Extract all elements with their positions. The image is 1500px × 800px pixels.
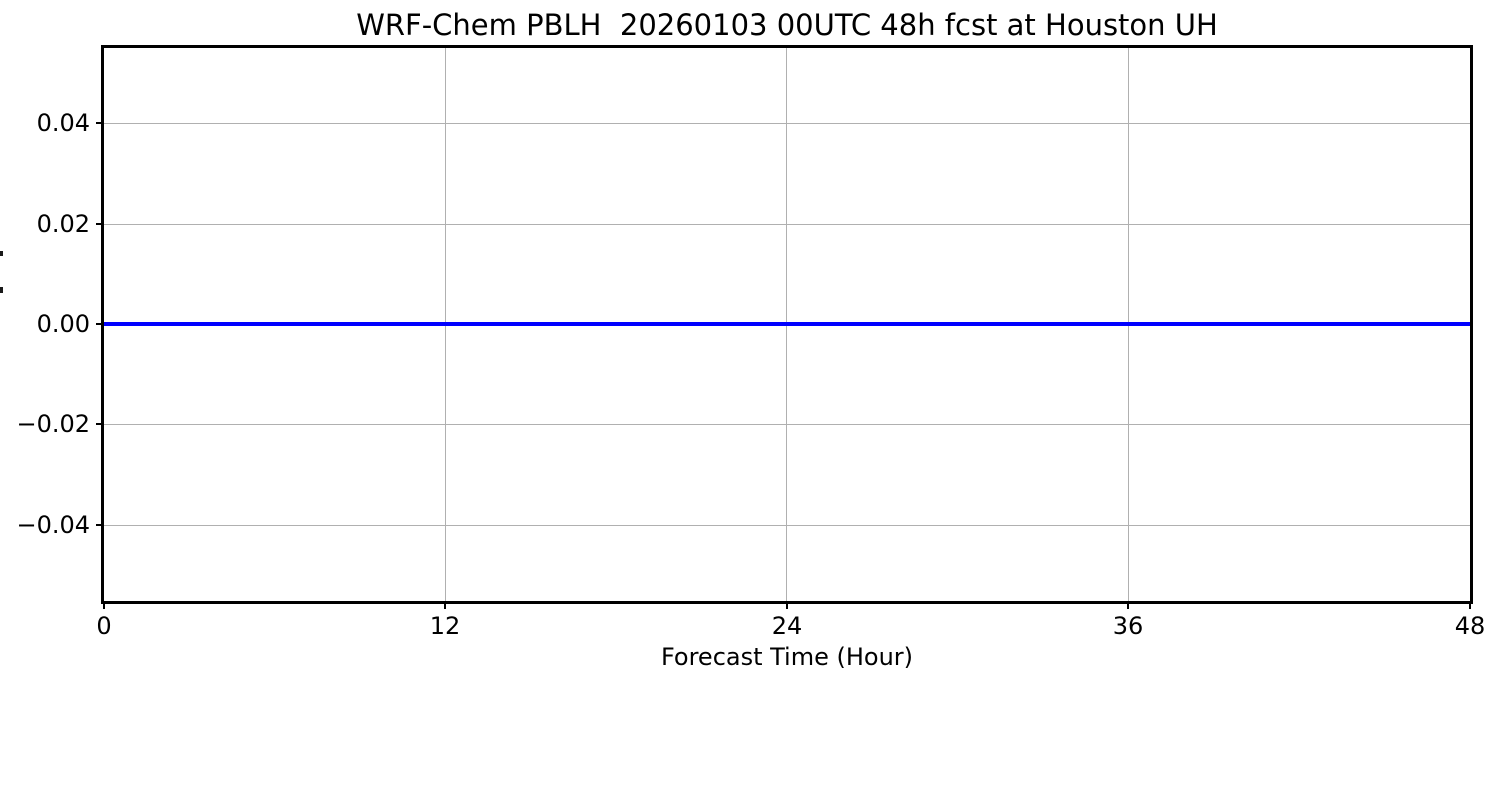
ytick-label: −0.02 <box>16 410 90 438</box>
xtick-24 <box>786 604 788 609</box>
xtick-36 <box>1127 604 1129 609</box>
ylabel-clipped-fragment <box>0 251 3 256</box>
ylabel-clipped-fragment <box>0 287 3 293</box>
x-axis-label: Forecast Time (Hour) <box>660 643 914 671</box>
forecast-line-series <box>104 322 1470 326</box>
xtick-label: 36 <box>1112 612 1144 640</box>
ytick-label: 0.00 <box>36 310 90 338</box>
xtick-label: 0 <box>96 612 112 640</box>
ytick--0.02 <box>96 423 101 425</box>
ytick-label: 0.02 <box>36 210 90 238</box>
chart-title: WRF-Chem PBLH 20260103 00UTC 48h fcst at… <box>356 8 1218 42</box>
xtick-0 <box>103 604 105 609</box>
gridline-y-0.02 <box>104 224 1470 225</box>
xtick-48 <box>1469 604 1471 609</box>
ytick-0.02 <box>96 223 101 225</box>
xtick-12 <box>444 604 446 609</box>
xtick-label: 48 <box>1454 612 1486 640</box>
plot-area <box>101 45 1473 604</box>
gridline-y-0.04 <box>104 123 1470 124</box>
ytick--0.04 <box>96 524 101 526</box>
ytick-label: 0.04 <box>36 109 90 137</box>
ytick-0.04 <box>96 122 101 124</box>
xtick-label: 12 <box>429 612 461 640</box>
ytick-label: −0.04 <box>16 511 90 539</box>
gridline-y--0.02 <box>104 424 1470 425</box>
xtick-label: 24 <box>771 612 803 640</box>
ytick-0.00 <box>96 323 101 325</box>
gridline-y--0.04 <box>104 525 1470 526</box>
